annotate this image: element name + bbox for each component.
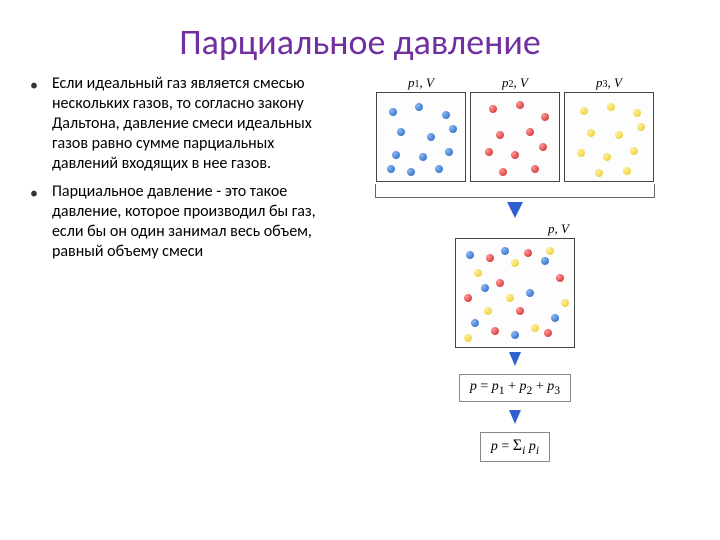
- blue-particle: [471, 319, 479, 327]
- blue-particle: [392, 151, 400, 159]
- box-label-2: p2, V: [471, 75, 559, 91]
- gas-box-3: p3, V: [564, 92, 654, 182]
- red-particle: [485, 148, 493, 156]
- yellow-particle: [511, 259, 519, 267]
- bracket: [375, 184, 655, 198]
- bullet-marker: •: [30, 184, 38, 262]
- blue-particle: [407, 168, 415, 176]
- red-particle: [496, 279, 504, 287]
- blue-particle: [387, 165, 395, 173]
- formula-sigma: p = Σi pi: [480, 432, 550, 462]
- yellow-particle: [506, 294, 514, 302]
- blue-particle: [389, 108, 397, 116]
- bullet-item: • Парциальное давление - это такое давле…: [30, 182, 325, 262]
- blue-particle: [397, 128, 405, 136]
- red-particle: [499, 168, 507, 176]
- arrow-small-icon: [509, 352, 521, 366]
- box-label-3: p3, V: [565, 75, 653, 91]
- yellow-particle: [484, 307, 492, 315]
- blue-particle: [442, 111, 450, 119]
- bullet-marker: •: [30, 76, 38, 174]
- red-particle: [526, 128, 534, 136]
- yellow-particle: [637, 123, 645, 131]
- blue-particle: [445, 148, 453, 156]
- bullet-text: Парциальное давление - это такое давлени…: [52, 182, 325, 262]
- red-particle: [541, 113, 549, 121]
- yellow-particle: [595, 169, 603, 177]
- red-particle: [544, 329, 552, 337]
- blue-particle: [481, 284, 489, 292]
- bullet-item: • Если идеальный газ является смесью нес…: [30, 74, 325, 174]
- yellow-particle: [474, 269, 482, 277]
- yellow-particle: [615, 131, 623, 139]
- yellow-particle: [531, 324, 539, 332]
- red-particle: [524, 249, 532, 257]
- blue-particle: [551, 314, 559, 322]
- red-particle: [556, 274, 564, 282]
- blue-particle: [511, 331, 519, 339]
- yellow-particle: [633, 109, 641, 117]
- red-particle: [516, 307, 524, 315]
- formula-sum: p = p1 + p2 + p3: [459, 374, 571, 402]
- blue-particle: [419, 153, 427, 161]
- yellow-particle: [580, 107, 588, 115]
- gas-boxes-row: p1, V p2, V p3, V: [340, 92, 690, 182]
- box-label-1: p1, V: [377, 75, 465, 91]
- mixed-gas-box: p, V: [455, 238, 575, 348]
- gas-box-2: p2, V: [470, 92, 560, 182]
- mixed-box-label: p, V: [548, 221, 569, 237]
- blue-particle: [427, 133, 435, 141]
- gas-box-1: p1, V: [376, 92, 466, 182]
- yellow-particle: [464, 334, 472, 342]
- yellow-particle: [607, 103, 615, 111]
- arrow-small-icon: [509, 410, 521, 424]
- blue-particle: [501, 247, 509, 255]
- yellow-particle: [546, 247, 554, 255]
- content-area: • Если идеальный газ является смесью нес…: [0, 74, 720, 470]
- yellow-particle: [561, 299, 569, 307]
- page-title: Парциальное давление: [0, 0, 720, 74]
- yellow-particle: [623, 167, 631, 175]
- arrow-down-icon: [507, 202, 523, 218]
- text-column: • Если идеальный газ является смесью нес…: [30, 74, 340, 470]
- bullet-text: Если идеальный газ является смесью неско…: [52, 74, 325, 174]
- red-particle: [539, 143, 547, 151]
- red-particle: [511, 151, 519, 159]
- red-particle: [531, 165, 539, 173]
- blue-particle: [466, 251, 474, 259]
- diagram-column: p1, V p2, V p3, V p, V p = p1 + p2 + p3 …: [340, 74, 690, 470]
- yellow-particle: [630, 147, 638, 155]
- yellow-particle: [603, 153, 611, 161]
- yellow-particle: [577, 149, 585, 157]
- red-particle: [496, 131, 504, 139]
- red-particle: [489, 105, 497, 113]
- red-particle: [516, 101, 524, 109]
- red-particle: [464, 294, 472, 302]
- blue-particle: [541, 257, 549, 265]
- red-particle: [486, 254, 494, 262]
- blue-particle: [435, 165, 443, 173]
- blue-particle: [415, 103, 423, 111]
- yellow-particle: [587, 129, 595, 137]
- blue-particle: [526, 289, 534, 297]
- blue-particle: [449, 125, 457, 133]
- red-particle: [491, 327, 499, 335]
